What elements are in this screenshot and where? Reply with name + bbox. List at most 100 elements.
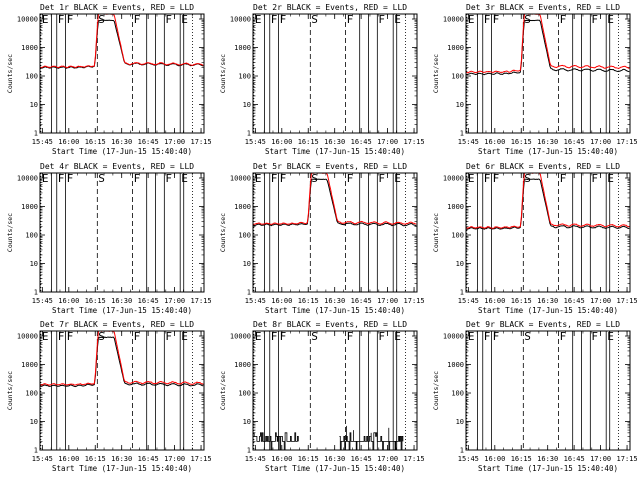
time-marker-label: F xyxy=(378,13,385,26)
time-marker-label: E xyxy=(255,330,262,343)
x-axis-label: Start Time (17-Jun-15 15:40:40) xyxy=(265,147,405,156)
events-rate-line xyxy=(466,19,630,76)
y-tick-label: 10000 xyxy=(443,175,464,183)
time-marker-label: E xyxy=(607,330,614,343)
y-axis-label: Counts/sec xyxy=(432,213,440,252)
plot-frame xyxy=(39,13,205,134)
x-tick-label: 17:00 xyxy=(377,455,398,463)
y-tick-label: 10 xyxy=(456,418,464,426)
x-tick-label: 16:15 xyxy=(85,455,106,463)
panel-5: Det 5r BLACK = Events, RED = LLD Counts/s… xyxy=(219,162,425,315)
time-marker-label: F xyxy=(271,13,278,26)
time-marker-label: S xyxy=(311,330,318,343)
y-axis-label: Counts/sec xyxy=(432,371,440,410)
x-axis-label: Start Time (17-Jun-15 15:40:40) xyxy=(478,306,618,315)
x-tick-label: 17:00 xyxy=(164,297,185,305)
y-tick-label: 100 xyxy=(451,232,464,240)
x-tick-label: 16:15 xyxy=(298,455,319,463)
y-tick-label: 100 xyxy=(238,73,251,81)
x-tick-label: 17:00 xyxy=(164,138,185,146)
time-marker-label: E xyxy=(394,13,401,26)
y-tick-label: 10000 xyxy=(230,175,251,183)
y-tick-label: 100 xyxy=(451,73,464,81)
y-axis-label: Counts/sec xyxy=(219,54,227,93)
y-tick-label: 1000 xyxy=(234,361,251,369)
x-axis-label: Start Time (17-Jun-15 15:40:40) xyxy=(478,147,618,156)
y-tick-label: 1 xyxy=(34,130,38,138)
x-tick-label: 16:00 xyxy=(484,138,505,146)
time-marker-label: F xyxy=(347,172,354,185)
panel-title: Det 4r BLACK = Events, RED = LLD xyxy=(40,162,194,171)
time-marker-label: F xyxy=(378,330,385,343)
y-tick-label: 1000 xyxy=(234,44,251,52)
y-axis-label: Counts/sec xyxy=(6,371,14,410)
x-tick-label: 16:15 xyxy=(298,138,319,146)
time-marker-label: E xyxy=(181,13,188,26)
y-tick-label: 1 xyxy=(247,289,251,297)
x-tick-label: 15:45 xyxy=(458,138,479,146)
y-tick-label: 1 xyxy=(247,130,251,138)
time-marker-label: S xyxy=(311,172,318,185)
y-tick-label: 10000 xyxy=(230,16,251,24)
time-marker-label: F xyxy=(493,172,500,185)
time-marker-label: F xyxy=(484,330,491,343)
x-tick-label: 17:00 xyxy=(377,297,398,305)
x-tick-label: 16:45 xyxy=(351,455,372,463)
time-marker-label: F xyxy=(591,330,598,343)
plot-frame xyxy=(465,13,631,134)
y-tick-label: 10000 xyxy=(443,16,464,24)
y-tick-label: 10000 xyxy=(17,333,38,341)
series-group xyxy=(40,14,204,69)
y-tick-label: 1000 xyxy=(447,361,464,369)
time-marker-label: F xyxy=(134,13,141,26)
x-tick-label: 15:45 xyxy=(32,138,53,146)
y-axis-label: Counts/sec xyxy=(219,213,227,252)
x-tick-label: 16:15 xyxy=(85,138,106,146)
y-axis-label: Counts/sec xyxy=(219,371,227,410)
x-tick-label: 16:45 xyxy=(138,138,159,146)
x-tick-label: 16:30 xyxy=(111,455,132,463)
time-marker-label: F xyxy=(67,13,74,26)
x-tick-label: 15:45 xyxy=(32,297,53,305)
time-marker-label: E xyxy=(607,172,614,185)
x-axis-label: Start Time (17-Jun-15 15:40:40) xyxy=(52,147,192,156)
time-marker-label: E xyxy=(42,330,49,343)
x-tick-label: 16:30 xyxy=(111,138,132,146)
x-tick-label: 16:30 xyxy=(537,297,558,305)
x-tick-label: 16:45 xyxy=(138,297,159,305)
x-tick-label: 16:00 xyxy=(58,455,79,463)
x-tick-label: 17:00 xyxy=(590,297,611,305)
y-tick-label: 100 xyxy=(238,390,251,398)
x-tick-label: 16:30 xyxy=(324,138,345,146)
time-marker-label: F xyxy=(347,330,354,343)
y-tick-label: 1000 xyxy=(234,203,251,211)
x-tick-label: 16:45 xyxy=(351,138,372,146)
events-rate-line xyxy=(339,432,404,450)
x-axis-label: Start Time (17-Jun-15 15:40:40) xyxy=(52,464,192,473)
time-marker-label: F xyxy=(58,172,65,185)
time-marker-label: F xyxy=(484,172,491,185)
events-rate-line xyxy=(40,336,204,388)
time-marker-label: F xyxy=(560,13,567,26)
panel-title: Det 9r BLACK = Events, RED = LLD xyxy=(466,320,620,329)
y-tick-label: 1 xyxy=(34,289,38,297)
y-axis-label: Counts/sec xyxy=(6,213,14,252)
time-marker-label: S xyxy=(311,13,318,26)
panel-title: Det 7r BLACK = Events, RED = LLD xyxy=(40,320,194,329)
x-tick-label: 16:30 xyxy=(537,138,558,146)
time-marker-label: F xyxy=(560,172,567,185)
x-tick-label: 16:00 xyxy=(484,455,505,463)
y-tick-label: 100 xyxy=(25,232,38,240)
x-tick-label: 16:00 xyxy=(271,455,292,463)
series-group xyxy=(253,173,417,227)
x-tick-label: 17:15 xyxy=(404,138,425,146)
time-marker-label: F xyxy=(271,330,278,343)
time-marker-label: E xyxy=(181,172,188,185)
x-tick-label: 15:45 xyxy=(458,297,479,305)
time-marker-label: F xyxy=(165,13,172,26)
time-marker-label: F xyxy=(591,13,598,26)
y-tick-label: 10 xyxy=(30,418,38,426)
x-tick-label: 17:15 xyxy=(617,138,638,146)
series-group xyxy=(466,14,630,76)
time-marker-label: F xyxy=(165,330,172,343)
